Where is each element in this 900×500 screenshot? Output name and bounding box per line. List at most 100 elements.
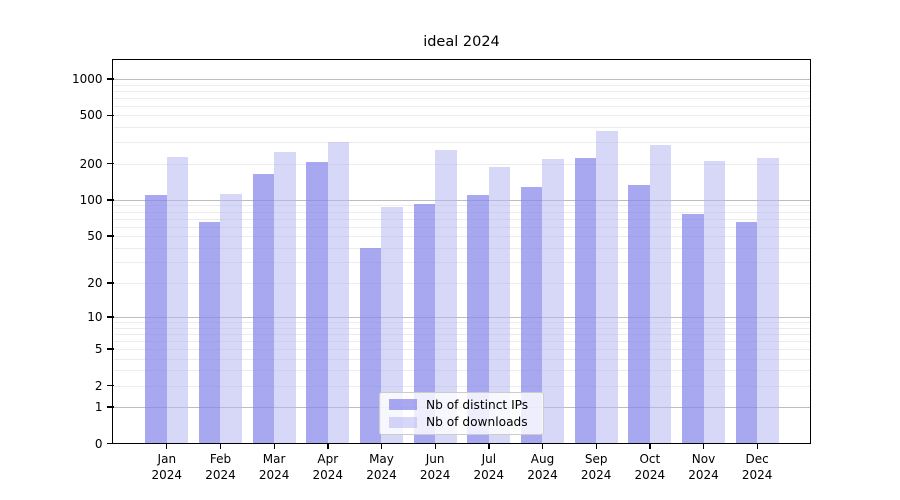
x-tick-year: 2024: [688, 468, 719, 482]
legend-swatch-distinct-ips: [389, 399, 417, 410]
x-tick-jul: [488, 443, 490, 449]
y-tick-20: [106, 282, 114, 284]
legend-label-downloads: Nb of downloads: [426, 415, 528, 430]
gridline-minor-500: [113, 115, 810, 117]
bar-downloads-aug: [542, 158, 564, 444]
x-tick-aug: [541, 443, 544, 449]
y-tick-1000: [106, 78, 114, 80]
legend: Nb of distinct IPs Nb of downloads: [379, 392, 544, 435]
gridline-minor-2: [113, 385, 810, 387]
x-tick-month: Aug: [530, 451, 555, 466]
x-tick-month: Feb: [209, 451, 232, 466]
y-tick-label-200: 200: [79, 156, 103, 171]
gridline-minor-400: [113, 127, 810, 129]
y-tick-2: [106, 384, 114, 387]
x-tick-label-sep: Sep 2024: [564, 451, 628, 484]
x-tick-year: 2024: [580, 468, 612, 482]
y-tick-50: [106, 235, 114, 237]
bar-downloads-sep: [596, 131, 618, 444]
gridline-minor-80: [113, 211, 810, 213]
x-tick-year: 2024: [741, 468, 773, 482]
x-tick-month: May: [369, 451, 394, 466]
gridline-minor-30: [113, 262, 810, 264]
x-tick-feb: [219, 443, 222, 449]
bar-downloads-jun: [435, 149, 457, 444]
gridline-major-1000: [113, 78, 810, 80]
x-tick-year: 2024: [205, 468, 236, 482]
x-tick-label-jun: Jun 2024: [403, 451, 467, 484]
x-tick-year: 2024: [151, 468, 183, 482]
gridline-minor-300: [113, 142, 810, 144]
x-tick-year: 2024: [527, 468, 558, 482]
gridline-minor-4: [113, 358, 810, 360]
x-tick-year: 2024: [473, 468, 505, 482]
gridline-minor-900: [113, 84, 810, 86]
x-tick-month: Apr: [317, 451, 339, 466]
x-tick-mar: [273, 443, 275, 449]
y-tick-10: [106, 316, 114, 318]
y-tick-label-2: 2: [94, 378, 103, 393]
x-tick-label-aug: Aug 2024: [510, 451, 574, 484]
bar-distinct-ips-jul: [467, 194, 489, 444]
gridline-minor-20: [113, 282, 810, 284]
gridline-minor-600: [113, 105, 810, 107]
x-tick-may: [380, 443, 383, 449]
x-tick-label-may: May 2024: [349, 451, 413, 484]
bar-downloads-may: [381, 206, 403, 444]
x-tick-month: Nov: [691, 451, 716, 466]
x-tick-year: 2024: [634, 468, 666, 482]
gridline-minor-800: [113, 90, 810, 92]
y-tick-label-20: 20: [87, 275, 103, 290]
y-tick-0: [106, 442, 114, 445]
gridline-minor-50: [113, 236, 810, 238]
bar-distinct-ips-apr: [306, 161, 328, 444]
y-tick-1: [106, 406, 114, 408]
bar-distinct-ips-sep: [574, 158, 597, 444]
gridline-minor-200: [113, 163, 810, 165]
gridline-minor-7: [113, 333, 810, 335]
bar-distinct-ips-dec: [735, 222, 758, 444]
y-tick-500: [106, 114, 114, 117]
bar-downloads-feb: [220, 194, 242, 444]
gridline-minor-9: [113, 322, 810, 323]
gridline-minor-8: [113, 327, 810, 329]
x-tick-nov: [702, 443, 705, 449]
x-tick-label-apr: Apr 2024: [296, 451, 360, 484]
gridline-minor-60: [113, 226, 810, 228]
x-tick-month: Jan: [157, 451, 177, 466]
y-tick-label-500: 500: [79, 108, 103, 123]
bar-downloads-nov: [703, 160, 725, 444]
x-tick-label-jan: Jan 2024: [135, 451, 199, 484]
legend-item-distinct-ips: Nb of distinct IPs: [389, 397, 534, 413]
bar-downloads-apr: [327, 142, 350, 444]
y-tick-label-5: 5: [94, 341, 103, 356]
bar-distinct-ips-feb: [198, 222, 221, 444]
x-tick-dec: [756, 443, 758, 449]
x-tick-month: Jul: [481, 451, 497, 466]
x-tick-year: 2024: [366, 468, 397, 482]
bar-distinct-ips-aug: [520, 187, 543, 444]
x-tick-label-feb: Feb 2024: [188, 451, 252, 484]
chart-title: ideal 2024: [423, 34, 500, 50]
bar-downloads-jul: [488, 167, 511, 444]
x-tick-jan: [166, 443, 168, 449]
y-tick-label-1000: 1000: [71, 71, 103, 86]
x-tick-month: Jun: [425, 451, 445, 466]
y-tick-label-100: 100: [79, 192, 103, 207]
y-tick-200: [106, 163, 114, 165]
bar-distinct-ips-nov: [682, 213, 704, 444]
gridline-minor-6: [113, 340, 810, 342]
x-tick-label-dec: Dec 2024: [725, 451, 789, 484]
gridline-minor-3: [113, 370, 810, 372]
y-tick-label-1: 1: [94, 399, 103, 414]
bar-downloads-jan: [166, 156, 189, 444]
y-tick-100: [106, 199, 114, 201]
bar-distinct-ips-jun: [413, 203, 436, 444]
legend-item-downloads: Nb of downloads: [389, 414, 534, 430]
gridline-major-10: [113, 316, 810, 318]
y-tick-label-10: 10: [87, 309, 103, 324]
gridline-minor-40: [113, 247, 810, 249]
y-tick-label-50: 50: [87, 229, 103, 244]
